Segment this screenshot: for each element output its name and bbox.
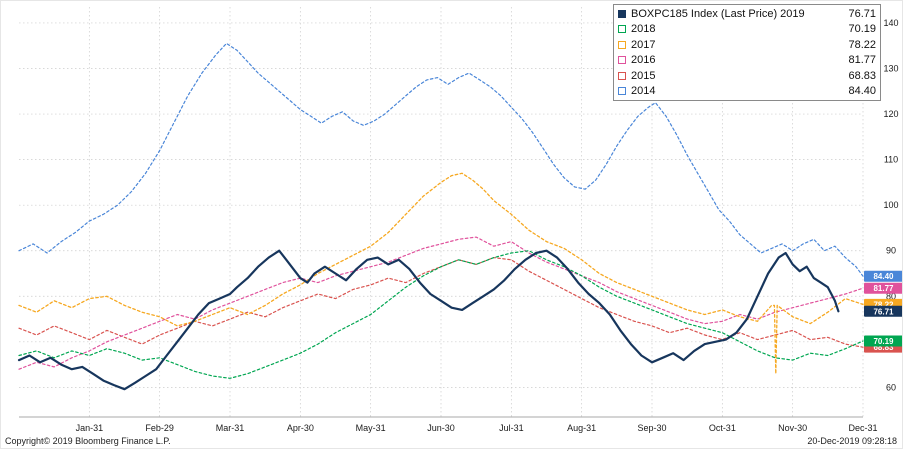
copyright-text: Copyright© 2019 Bloomberg Finance L.P. xyxy=(5,436,171,446)
legend-swatch-2017-icon xyxy=(618,40,626,49)
legend-value-2015: 68.83 xyxy=(848,69,876,82)
legend-value-2017: 78.22 xyxy=(848,38,876,51)
legend-swatch-2018-icon xyxy=(618,25,626,34)
legend-label-2015: 2015 xyxy=(631,69,656,82)
y-tick-label: 130 xyxy=(883,64,898,74)
chart-legend: BOXPC185 Index (Last Price) 2019 76.71 2… xyxy=(613,4,881,101)
y-tick-label: 60 xyxy=(886,382,896,392)
legend-items: 2018 70.19 2017 78.22 2016 81.77 2015 68.83 2014… xyxy=(618,22,876,100)
value-badge-text-2016: 81.77 xyxy=(873,284,894,293)
legend-item-2016[interactable]: 2016 81.77 xyxy=(618,53,876,69)
legend-swatch-2015-icon xyxy=(618,71,626,80)
y-tick-label: 80 xyxy=(886,291,896,301)
value-badge-text-2019: 76.71 xyxy=(873,307,894,316)
y-tick-label: 90 xyxy=(886,246,896,256)
value-badge-text-2018: 70.19 xyxy=(873,337,894,346)
legend-item-2014[interactable]: 2014 84.40 xyxy=(618,84,876,100)
y-tick-label: 140 xyxy=(883,18,898,28)
legend-swatch-2014-icon xyxy=(618,87,626,96)
value-badge-text-2015: 68.83 xyxy=(873,343,894,352)
legend-label-2014: 2014 xyxy=(631,85,656,98)
x-tick-label: Oct-31 xyxy=(709,423,736,433)
x-tick-label: Aug-31 xyxy=(567,423,596,433)
series-lines xyxy=(17,42,864,391)
x-tick-label: Nov-30 xyxy=(778,423,807,433)
value-badge-2019 xyxy=(864,305,902,317)
series-line-2018 xyxy=(18,250,864,379)
series-line-2014 xyxy=(18,42,864,277)
x-tick-label: Apr-30 xyxy=(287,423,314,433)
legend-value-2019: 76.71 xyxy=(848,7,876,20)
legend-value-2016: 81.77 xyxy=(848,54,876,67)
y-tick-label: 120 xyxy=(883,109,898,119)
legend-label-2019: BOXPC185 Index (Last Price) 2019 xyxy=(631,7,805,20)
legend-value-2018: 70.19 xyxy=(848,23,876,36)
legend-label-2018: 2018 xyxy=(631,23,656,36)
value-badge-text-2014: 84.40 xyxy=(873,272,894,281)
legend-item-2018[interactable]: 2018 70.19 xyxy=(618,22,876,38)
x-tick-label: Sep-30 xyxy=(637,423,666,433)
legend-label-2016: 2016 xyxy=(631,54,656,67)
legend-label-2017: 2017 xyxy=(631,38,656,51)
value-badge-text-2017: 78.22 xyxy=(873,300,894,309)
x-tick-label: Mar-31 xyxy=(216,423,245,433)
series-line-2016 xyxy=(18,236,864,370)
legend-swatch-2019-icon xyxy=(618,9,626,18)
value-badge-2018 xyxy=(864,335,902,347)
x-tick-label: Jun-30 xyxy=(427,423,455,433)
legend-value-2014: 84.40 xyxy=(848,85,876,98)
series-line-2017 xyxy=(18,172,864,375)
legend-item-2019[interactable]: BOXPC185 Index (Last Price) 2019 76.71 xyxy=(618,6,876,22)
legend-swatch-2016-icon xyxy=(618,56,626,65)
x-tick-label: Jan-31 xyxy=(76,423,104,433)
x-tick-label: Jul-31 xyxy=(499,423,524,433)
x-tick-label: Feb-29 xyxy=(145,423,174,433)
value-badge-2014 xyxy=(864,270,902,282)
series-line-2019 xyxy=(17,249,840,391)
x-tick-label: May-31 xyxy=(356,423,386,433)
value-badge-2016 xyxy=(864,282,902,294)
timestamp-text: 20-Dec-2019 09:28:18 xyxy=(807,436,897,446)
y-tick-label: 100 xyxy=(883,200,898,210)
y-tick-label: 110 xyxy=(884,155,898,165)
grid-lines xyxy=(19,7,864,417)
legend-item-2015[interactable]: 2015 68.83 xyxy=(618,68,876,84)
legend-item-2017[interactable]: 2017 78.22 xyxy=(618,37,876,53)
x-tick-label: Dec-31 xyxy=(848,423,877,433)
